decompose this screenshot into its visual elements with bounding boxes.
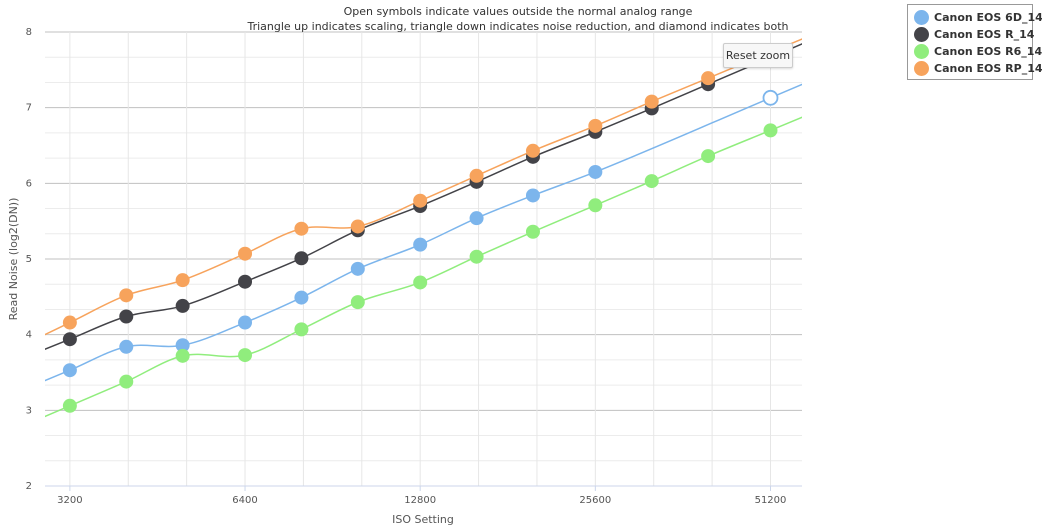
legend-swatch-rp [914,61,929,76]
legend: Canon EOS 6D_14 Canon EOS R_14 Canon EOS… [907,4,1042,80]
data-point[interactable] [701,149,716,164]
data-point[interactable] [588,118,603,133]
x-tick-label: 3200 [57,495,82,506]
x-tick-label: 51200 [755,495,787,506]
data-point[interactable] [762,89,779,106]
series-points [62,71,779,413]
data-point[interactable] [119,339,134,354]
data-point[interactable] [525,224,540,239]
data-point[interactable] [588,164,603,179]
chart-subtitle: Triangle up indicates scaling, triangle … [246,20,788,33]
y-tick-label: 3 [26,405,32,416]
data-point[interactable] [413,193,428,208]
y-tick-label: 8 [26,27,32,38]
legend-item-6d[interactable]: Canon EOS 6D_14 [914,9,1042,26]
x-axis-label: ISO Setting [392,513,454,526]
data-point[interactable] [350,295,365,310]
data-point[interactable] [238,274,253,289]
data-point[interactable] [294,322,309,337]
y-tick-label: 4 [26,330,32,341]
data-point[interactable] [119,309,134,324]
data-point[interactable] [62,398,77,413]
data-point[interactable] [350,261,365,276]
legend-item-rp[interactable]: Canon EOS RP_14 [914,60,1042,77]
data-point[interactable] [644,94,659,109]
series-line [45,116,802,418]
data-point[interactable] [238,315,253,330]
legend-item-r6[interactable]: Canon EOS R6_14 [914,43,1042,60]
x-axis-ticks: 3200 6400 12800 25600 51200 [57,486,786,506]
data-point[interactable] [175,298,190,313]
data-point[interactable] [294,290,309,305]
legend-swatch-r [914,27,929,42]
data-point[interactable] [525,188,540,203]
data-point[interactable] [644,174,659,189]
data-point[interactable] [238,348,253,363]
data-point[interactable] [62,332,77,347]
data-point[interactable] [469,168,484,183]
x-tick-label: 25600 [579,495,611,506]
legend-label: Canon EOS R6_14 [934,45,1042,58]
y-tick-label: 7 [26,103,32,114]
data-point[interactable] [119,288,134,303]
x-tick-label: 6400 [232,495,257,506]
data-point[interactable] [350,219,365,234]
y-axis-label: Read Noise (log2(DN)) [7,198,20,321]
legend-swatch-6d [914,10,929,25]
y-tick-label: 6 [26,178,32,189]
data-point[interactable] [175,348,190,363]
data-point[interactable] [62,315,77,330]
data-point[interactable] [588,198,603,213]
data-point[interactable] [62,363,77,378]
series-lines [45,38,802,418]
data-point[interactable] [763,123,778,138]
data-point[interactable] [175,273,190,288]
y-tick-label: 2 [26,481,32,492]
series-line [45,83,802,382]
data-point[interactable] [175,338,190,353]
grid-lines [45,31,802,487]
y-axis-ticks: 2 3 4 5 6 7 8 [26,27,32,492]
y-tick-label: 5 [26,254,32,265]
data-point[interactable] [469,249,484,264]
data-point[interactable] [119,374,134,389]
legend-swatch-r6 [914,44,929,59]
legend-label: Canon EOS R_14 [934,28,1035,41]
reset-zoom-button[interactable]: Reset zoom [723,43,793,68]
data-point[interactable] [525,143,540,158]
x-tick-label: 12800 [404,495,436,506]
chart-title: Open symbols indicate values outside the… [344,5,693,18]
legend-label: Canon EOS RP_14 [934,62,1042,75]
data-point[interactable] [701,71,716,86]
data-point[interactable] [413,275,428,290]
data-point[interactable] [294,251,309,266]
data-point[interactable] [238,246,253,261]
legend-item-r[interactable]: Canon EOS R_14 [914,26,1034,43]
legend-label: Canon EOS 6D_14 [934,11,1042,24]
data-point[interactable] [413,237,428,252]
data-point[interactable] [469,211,484,226]
data-point[interactable] [294,221,309,236]
